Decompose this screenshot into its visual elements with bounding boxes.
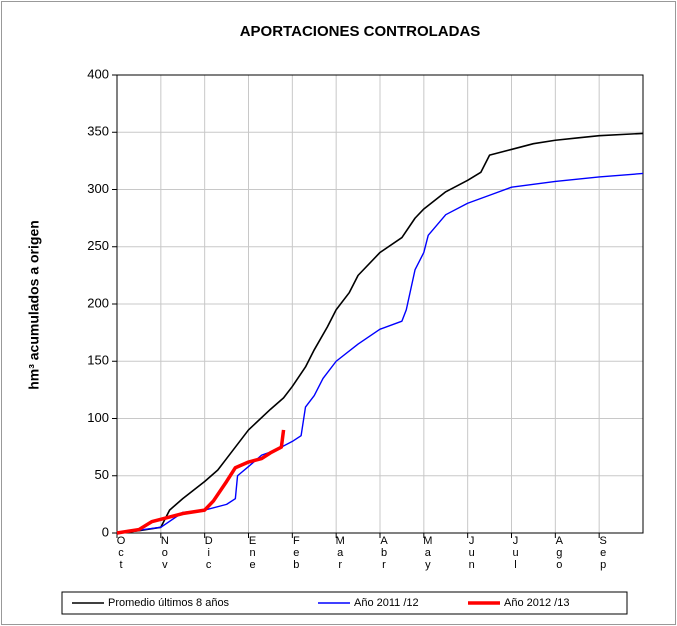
y-tick-label: 300 <box>87 181 109 196</box>
y-tick-label: 100 <box>87 410 109 425</box>
y-tick-label: 150 <box>87 353 109 368</box>
legend-label: Año 2012 /13 <box>504 597 569 609</box>
y-tick-label: 50 <box>95 467 109 482</box>
series-line <box>116 429 286 535</box>
y-tick-label: 350 <box>87 124 109 139</box>
series-line <box>116 132 644 534</box>
y-axis-label: hm³ acumulados a origen <box>26 220 42 390</box>
chart-title: APORTACIONES CONTROLADAS <box>240 23 481 40</box>
series-line <box>116 172 644 534</box>
plot-border <box>116 74 644 534</box>
y-tick-label: 400 <box>87 66 109 81</box>
legend-label: Año 2011 /12 <box>354 597 419 609</box>
legend-label: Promedio últimos 8 años <box>108 597 230 609</box>
y-tick-label: 250 <box>87 238 109 253</box>
y-tick-label: 200 <box>87 295 109 310</box>
y-tick-label: 0 <box>102 524 109 539</box>
